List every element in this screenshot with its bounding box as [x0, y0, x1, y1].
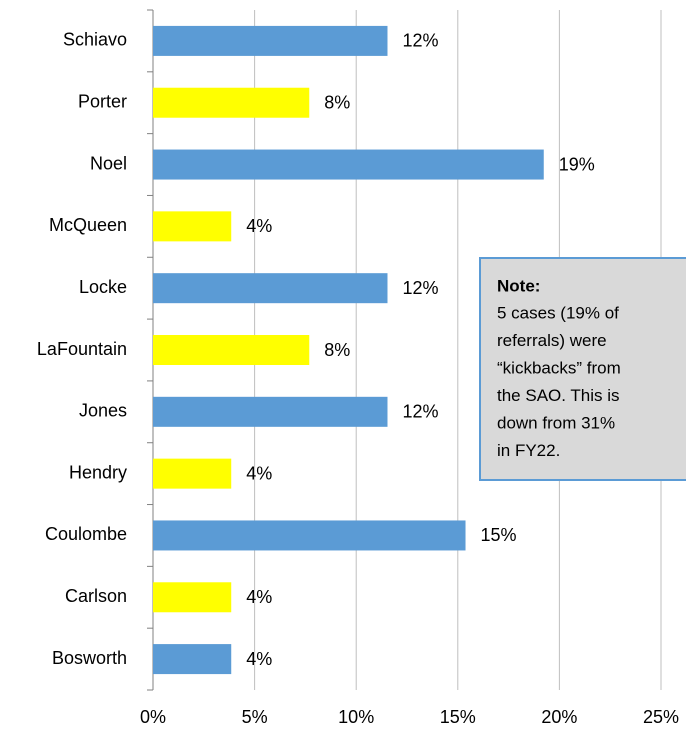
x-tick-label: 15%	[440, 707, 476, 727]
y-tick-label: Coulombe	[45, 524, 127, 544]
note-line: the SAO. This is	[497, 386, 620, 405]
bar	[153, 87, 310, 118]
bar	[153, 582, 232, 613]
note-line: in FY22.	[497, 441, 560, 460]
note-line: down from 31%	[497, 413, 615, 432]
value-label: 8%	[324, 340, 350, 360]
y-tick-label: Carlson	[65, 586, 127, 606]
value-label: 12%	[402, 402, 438, 422]
x-tick-label: 20%	[541, 707, 577, 727]
bar	[153, 396, 388, 427]
note-box	[479, 257, 686, 481]
bar	[153, 273, 388, 304]
y-tick-label: Schiavo	[63, 30, 127, 50]
x-tick-label: 10%	[338, 707, 374, 727]
y-tick-label: LaFountain	[37, 339, 127, 359]
note-line: referrals) were	[497, 331, 607, 350]
value-label: 12%	[402, 278, 438, 298]
y-tick-label: McQueen	[49, 215, 127, 235]
x-tick-label: 25%	[643, 707, 679, 727]
value-label: 4%	[246, 463, 272, 483]
bar	[153, 25, 388, 56]
y-tick-label: Locke	[79, 277, 127, 297]
note-line: “kickbacks” from	[497, 358, 621, 377]
value-label: 4%	[246, 649, 272, 669]
bar	[153, 335, 310, 365]
value-label: 19%	[559, 154, 595, 174]
note-line: 5 cases (19% of	[497, 303, 619, 322]
y-tick-label: Jones	[79, 401, 127, 421]
bar	[153, 458, 232, 489]
value-label: 12%	[402, 31, 438, 51]
bar	[153, 644, 232, 675]
bar	[153, 211, 232, 242]
x-tick-label: 5%	[242, 707, 268, 727]
bar	[153, 149, 544, 180]
y-tick-label: Porter	[78, 91, 127, 111]
y-tick-label: Noel	[90, 153, 127, 173]
value-label: 4%	[246, 587, 272, 607]
bar	[153, 520, 466, 551]
value-label: 8%	[324, 92, 350, 112]
note-title: Note:	[497, 276, 540, 295]
y-tick-label: Bosworth	[52, 648, 127, 668]
value-label: 4%	[246, 216, 272, 236]
value-label: 15%	[481, 525, 517, 545]
x-tick-label: 0%	[140, 707, 166, 727]
y-tick-label: Hendry	[69, 462, 127, 482]
